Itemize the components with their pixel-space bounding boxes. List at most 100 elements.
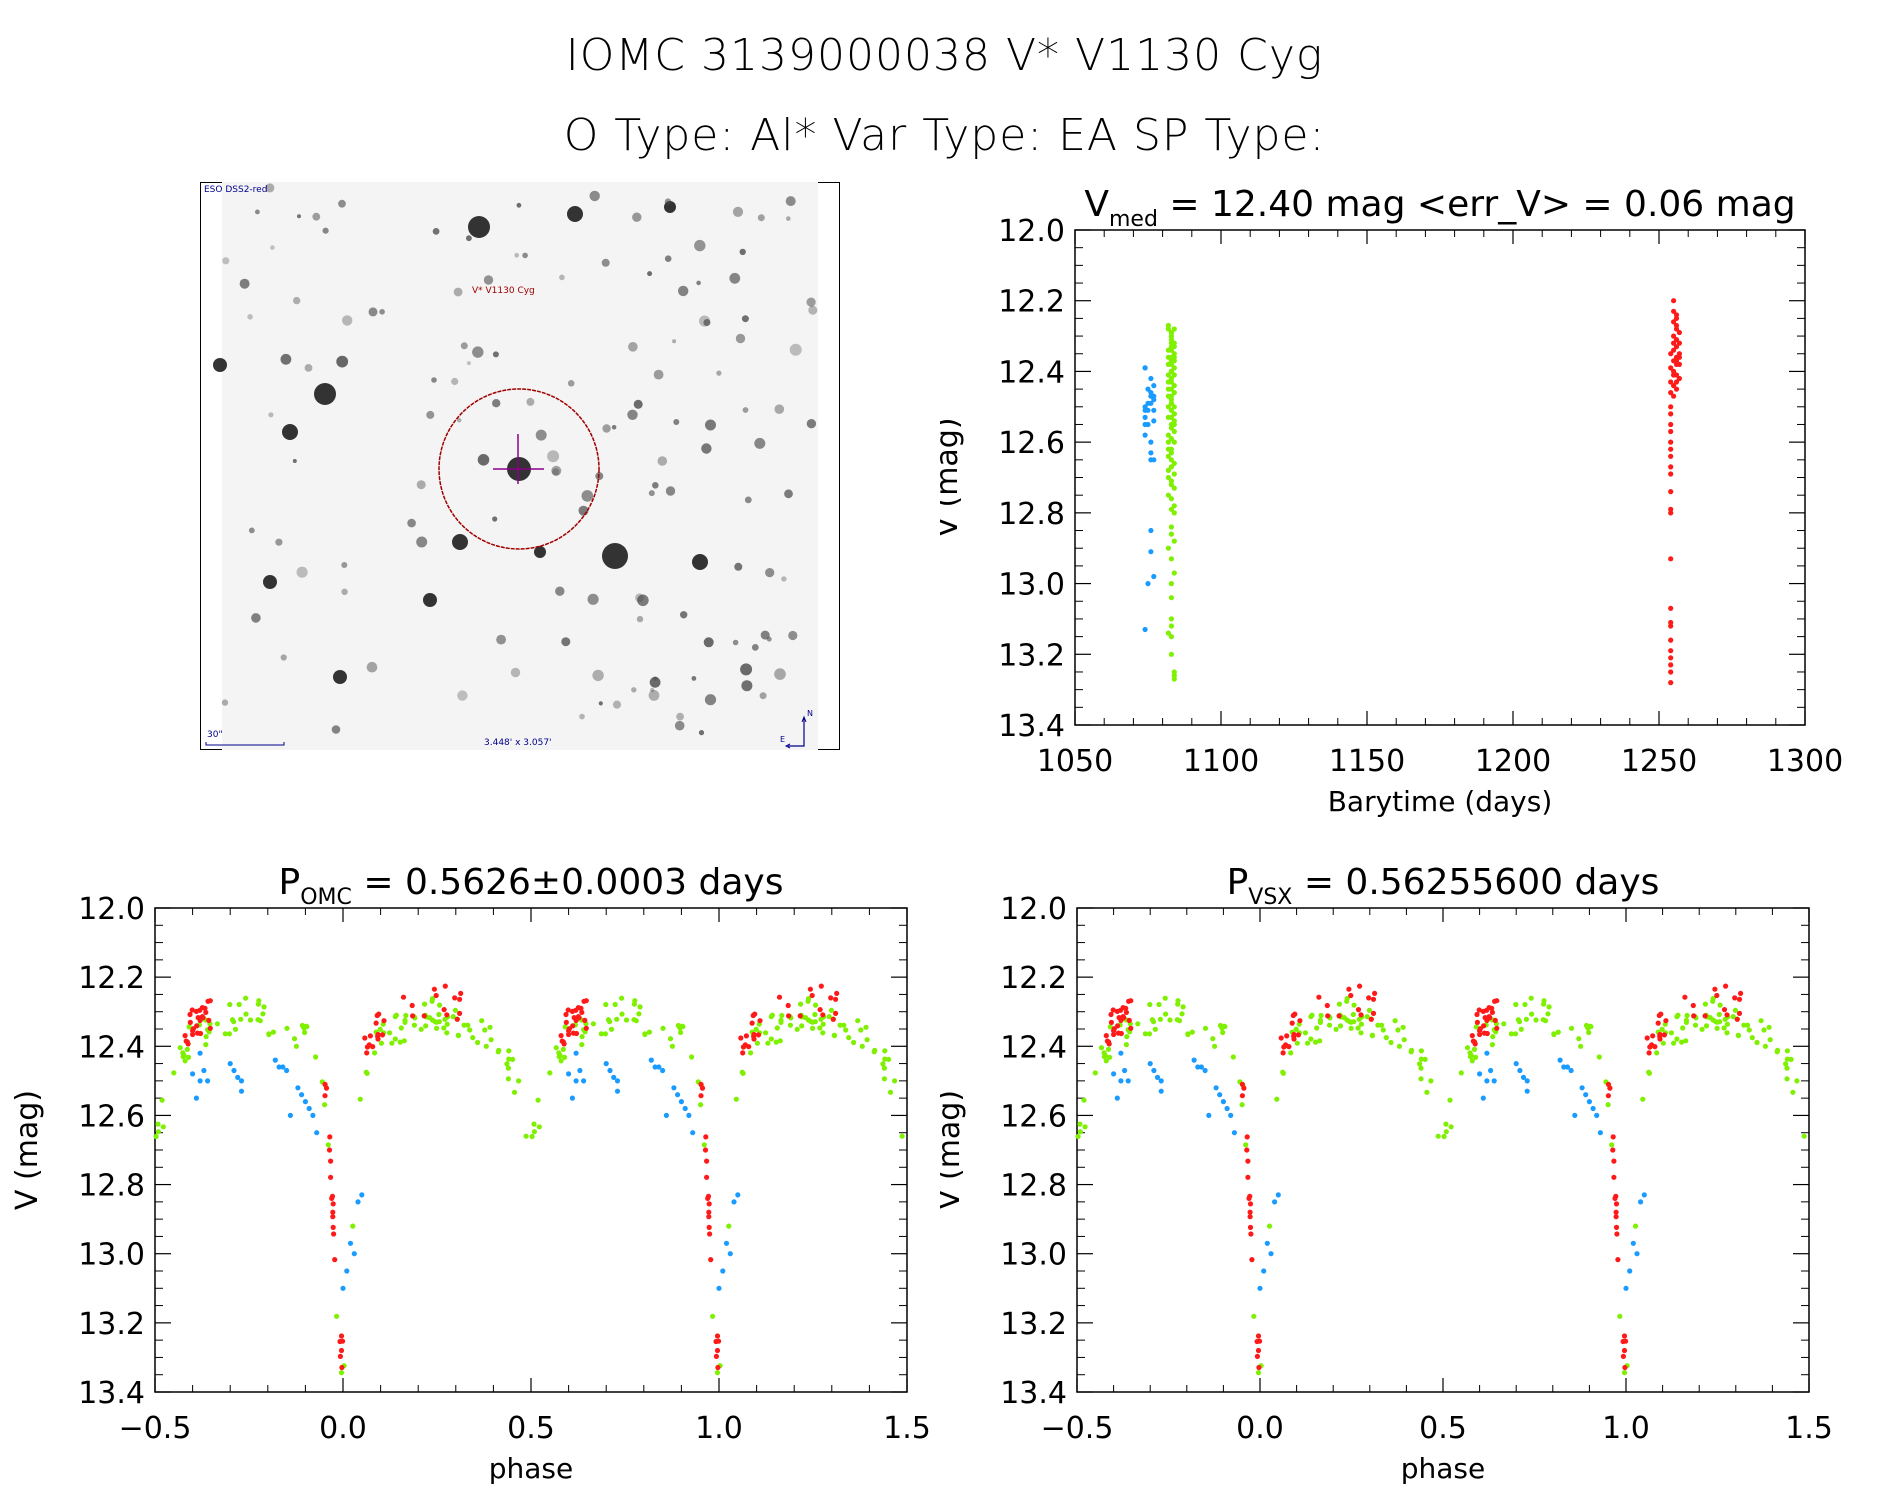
data-point-blue [1111,1071,1117,1077]
data-point-red [1676,361,1682,367]
data-point-blue [1142,365,1148,371]
data-point-blue [682,1105,688,1112]
y-tick-label: 12.0 [998,214,1065,249]
data-point-blue [340,1285,346,1291]
data-point-red [1682,994,1688,1000]
data-point-red [457,996,463,1002]
data-point-blue [663,1112,670,1118]
data-point-green [1168,407,1174,413]
data-point-red [375,1036,381,1042]
data-point-green [608,1026,615,1032]
data-point-blue [735,1192,741,1198]
data-point-red [1297,1018,1303,1024]
data-point-green [1605,1102,1611,1108]
data-point-green [1489,1042,1495,1048]
data-point-green [855,1018,861,1024]
data-point-red [1348,992,1354,999]
data-point-green [1668,1030,1674,1036]
data-point-red [1284,1033,1290,1039]
data-point-red [1673,344,1680,350]
data-point-green [1135,1021,1141,1027]
data-point-red [1668,623,1674,629]
star [472,346,484,358]
data-point-red [1724,1012,1730,1018]
data-point-blue [1148,527,1154,534]
y-tick-label: 12.2 [78,961,145,996]
data-point-red [1474,1019,1480,1025]
data-point-blue [201,1067,207,1074]
points-group [1142,298,1682,686]
y-tick-label: 13.0 [998,568,1065,603]
star [416,480,426,490]
data-point-green [1175,998,1181,1004]
x-tick-label: 1.5 [1785,1411,1833,1446]
data-point-green [899,1133,905,1139]
data-point-green [1337,1023,1344,1029]
data-point-red [331,1231,337,1237]
data-point-green [892,1078,898,1084]
data-point-green [1522,1001,1528,1008]
data-point-green [186,1024,192,1030]
title-subscript: med [1109,207,1158,232]
data-point-green [378,1040,384,1046]
data-point-green [1443,1121,1449,1127]
data-point-red [1668,506,1674,512]
data-point-green [1317,1038,1323,1044]
star [213,358,227,372]
data-point-red [185,1041,191,1047]
data-point-blue [238,1088,245,1094]
data-point-blue [1583,1092,1589,1098]
data-point-green [411,1022,417,1028]
star [741,680,753,692]
star [314,383,336,405]
points-group [153,983,905,1376]
data-point-green [509,1056,516,1062]
data-point-green [1168,386,1174,392]
star [280,654,287,661]
data-point-red [1286,1044,1292,1050]
data-point-green [1588,1024,1594,1030]
data-point-red [1605,1093,1611,1099]
data-point-green [1684,1012,1690,1019]
data-point-green [467,1027,473,1033]
data-point-red [1673,358,1680,364]
data-point-green [1716,1011,1722,1018]
data-point-red [1316,994,1322,1000]
data-point-red [820,1012,826,1018]
data-point-green [1075,1133,1081,1140]
data-point-green [1171,428,1177,435]
data-point-red [373,1020,379,1026]
data-point-green [603,1001,609,1008]
data-point-blue [1524,1088,1530,1094]
data-point-red [444,1012,450,1018]
data-point-green [1375,1022,1381,1028]
data-point-green [1674,1036,1680,1042]
star [678,285,689,297]
data-point-green [1469,1058,1475,1064]
star [699,315,711,327]
data-point-blue [716,1285,722,1291]
data-point-red [785,1002,791,1009]
data-point-red [1290,1012,1296,1019]
y-tick-label: 13.2 [998,638,1065,673]
crosshair-icon [493,434,544,484]
data-point-green [1152,1026,1158,1032]
star [774,668,786,680]
data-point-green [1165,453,1171,459]
data-point-red [1668,439,1674,445]
data-point-red [1671,298,1677,304]
data-point-red [561,1041,567,1047]
data-point-red [367,1033,373,1039]
y-tick-label: 13.4 [1000,1376,1067,1411]
data-point-green [547,1070,553,1076]
data-point-red [786,1013,792,1019]
title-subscript: VSX [1248,885,1292,910]
data-point-red [1111,1031,1117,1038]
data-point-green [1783,1061,1789,1067]
data-point-green [1171,439,1177,445]
data-point-green [619,1011,625,1017]
data-point-blue [660,1067,666,1074]
data-point-blue [678,1099,685,1105]
data-point-green [590,1021,597,1027]
data-point-green [1165,630,1171,636]
